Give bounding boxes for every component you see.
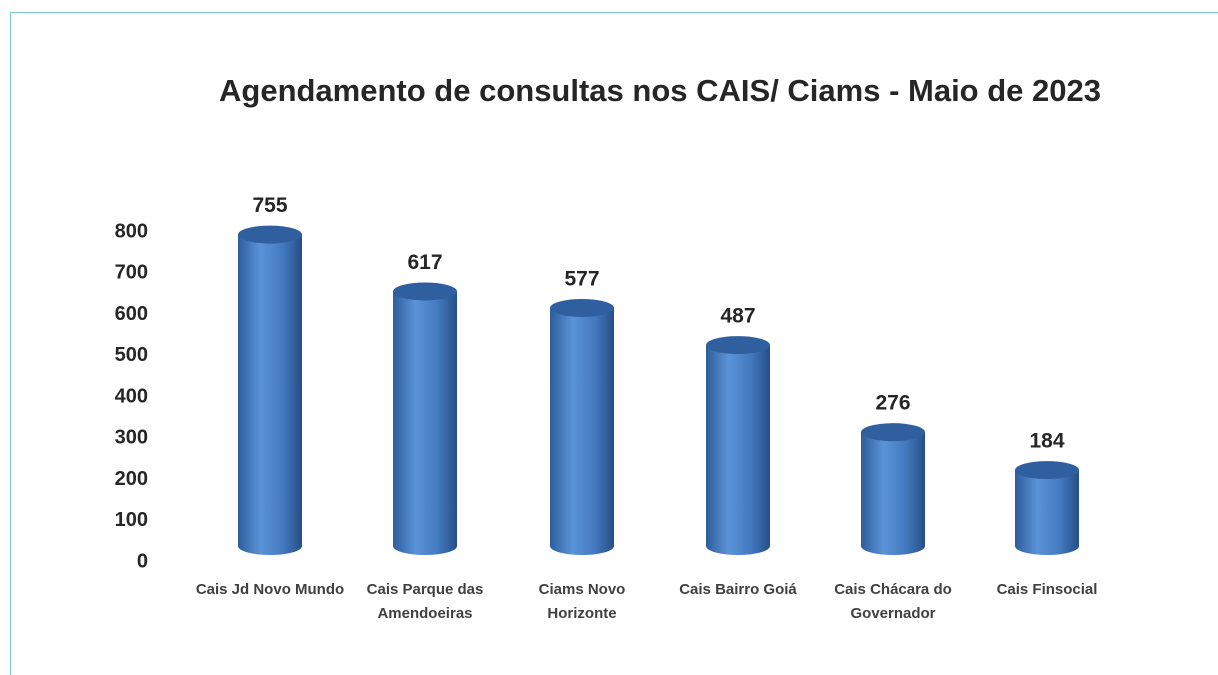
bar-top: [550, 298, 614, 317]
value-label: 276: [875, 392, 910, 415]
value-label: 577: [564, 268, 599, 291]
y-tick-label: 600: [115, 303, 148, 325]
value-label: 755: [252, 194, 287, 217]
bar-body: [393, 291, 457, 555]
x-tick-label: Cais Bairro Goiá: [679, 581, 797, 598]
bar-body: [1015, 470, 1079, 555]
x-tick-label: Cais Finsocial: [996, 581, 1098, 598]
y-tick-label: 500: [115, 344, 148, 366]
y-tick-label: 400: [115, 385, 148, 407]
bar: [238, 225, 302, 555]
x-tick-label: Cais Chácara do Governador: [834, 581, 952, 622]
bar-top: [393, 282, 457, 301]
y-tick-label: 100: [115, 509, 148, 531]
bar-top: [238, 225, 302, 244]
bar-body: [238, 234, 302, 555]
bar: [706, 336, 770, 555]
x-tick-label: Cais Parque das Amendoeiras: [366, 581, 484, 622]
value-label: 487: [720, 305, 755, 328]
x-tick-label: Ciams Novo Horizonte: [538, 581, 626, 622]
bar-top: [1015, 461, 1079, 480]
y-tick-label: 800: [115, 220, 148, 242]
bar: [1015, 461, 1079, 555]
bar-body: [550, 307, 614, 555]
frame: [10, 12, 1218, 675]
y-tick-label: 700: [115, 262, 148, 284]
value-label: 184: [1029, 430, 1064, 453]
bar-body: [706, 345, 770, 555]
chart-title: Agendamento de consultas nos CAIS/ Ciams…: [219, 73, 1101, 108]
bar: [550, 298, 614, 555]
bar-top: [706, 336, 770, 355]
y-tick-label: 200: [115, 468, 148, 490]
bar: [393, 282, 457, 555]
value-label: 617: [407, 251, 442, 274]
bar: [861, 423, 925, 555]
y-tick-label: 300: [115, 427, 148, 449]
x-tick-label: Cais Jd Novo Mundo: [195, 581, 345, 598]
y-tick-label: 0: [137, 550, 148, 572]
bar-top: [861, 423, 925, 442]
bar-body: [861, 432, 925, 555]
